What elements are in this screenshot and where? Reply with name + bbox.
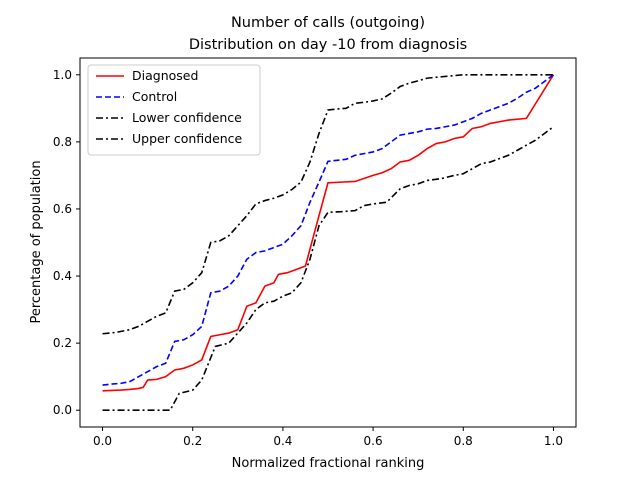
y-axis-ticks: 0.0 0.2 0.4 0.6 0.8 1.0	[53, 68, 80, 417]
series-line-diagnosed	[102, 74, 555, 392]
series-line-lower-confidence	[102, 126, 554, 412]
y-tick-label: 0.8	[53, 135, 72, 149]
y-axis-label: Percentage of population	[29, 160, 44, 323]
legend-label: Diagnosed	[132, 68, 198, 83]
legend: Diagnosed Control Lower confidence Upper co…	[87, 64, 261, 156]
x-tick-label: 0.8	[454, 434, 473, 448]
plot-frame	[79, 57, 577, 428]
legend-label: Upper confidence	[132, 131, 243, 146]
x-axis-label: Normalized fractional ranking	[232, 456, 425, 471]
y-tick-label: 1.0	[53, 68, 72, 82]
y-tick-label: 0.0	[53, 403, 72, 417]
x-tick-label: 0.0	[93, 434, 112, 448]
legend-label: Control	[132, 89, 177, 104]
y-tick-label: 0.6	[53, 202, 72, 216]
legend-label: Lower confidence	[132, 110, 242, 125]
series-line-upper-confidence	[102, 73, 554, 335]
series-layer	[102, 73, 555, 412]
series-line-control	[102, 74, 554, 386]
chart-title: Number of calls (outgoing)	[231, 15, 425, 31]
y-tick-label: 0.2	[53, 336, 72, 350]
x-tick-label: 0.6	[364, 434, 383, 448]
x-tick-label: 0.4	[273, 434, 292, 448]
x-tick-label: 1.0	[544, 434, 563, 448]
chart-subtitle: Distribution on day -10 from diagnosis	[189, 37, 467, 53]
legend-box	[87, 64, 261, 156]
x-axis-ticks: 0.0 0.2 0.4 0.6 0.8 1.0	[93, 427, 563, 448]
y-tick-label: 0.4	[53, 269, 72, 283]
x-tick-label: 0.2	[183, 434, 202, 448]
